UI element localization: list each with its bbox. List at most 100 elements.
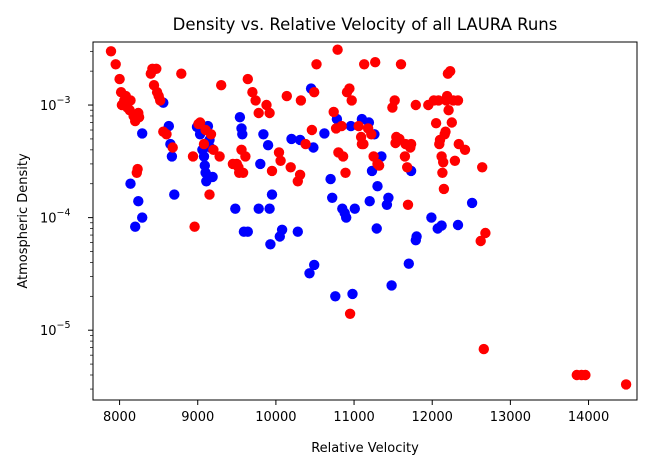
data-point: [386, 280, 397, 291]
data-point: [373, 160, 385, 171]
data-point: [189, 221, 200, 232]
y-axis-ticks: 10−5 10−4 10−3: [40, 50, 93, 390]
data-point: [285, 162, 296, 173]
data-point: [304, 268, 315, 279]
data-point: [325, 173, 336, 185]
data-point: [364, 196, 375, 207]
data-point: [452, 219, 464, 231]
data-point: [198, 138, 210, 150]
data-point: [258, 129, 269, 140]
data-point: [336, 120, 347, 132]
data-point: [300, 138, 311, 150]
data-point: [207, 171, 218, 183]
data-point: [266, 165, 278, 177]
data-point: [255, 158, 266, 170]
data-point: [214, 151, 225, 162]
data-point: [155, 95, 166, 106]
data-point: [242, 226, 253, 237]
data-point: [411, 231, 422, 242]
data-point: [344, 83, 355, 94]
data-point: [332, 44, 343, 55]
data-point: [345, 120, 357, 132]
data-point: [230, 203, 241, 214]
data-point: [240, 151, 251, 162]
data-point: [137, 212, 148, 223]
series-0: [125, 83, 478, 302]
data-point: [410, 99, 421, 111]
data-point: [452, 95, 464, 106]
data-point: [475, 235, 486, 247]
data-point: [166, 151, 178, 162]
data-point: [137, 128, 148, 139]
data-point: [264, 203, 275, 214]
data-point: [349, 203, 360, 214]
data-point: [306, 124, 318, 136]
data-point: [110, 59, 121, 70]
data-point: [276, 224, 288, 235]
data-point: [370, 57, 381, 68]
data-point: [176, 68, 187, 79]
data-point: [383, 192, 394, 203]
data-point: [440, 126, 451, 137]
data-point: [337, 151, 349, 162]
data-point: [459, 144, 471, 155]
data-point: [205, 129, 217, 140]
data-point: [151, 63, 162, 74]
series-1: [105, 44, 632, 390]
data-point: [438, 183, 450, 195]
data-point: [309, 259, 320, 271]
data-point: [620, 379, 632, 390]
x-axis-label: Relative Velocity: [311, 441, 419, 456]
data-point: [309, 87, 320, 98]
data-point: [130, 221, 141, 232]
data-point: [125, 178, 136, 189]
data-point: [327, 192, 338, 203]
y-tick-label: 10−5: [40, 320, 71, 339]
data-point: [446, 117, 457, 128]
data-point: [344, 308, 356, 319]
data-point: [311, 59, 322, 70]
data-point: [580, 369, 591, 381]
data-point: [273, 147, 285, 158]
data-point: [133, 112, 145, 123]
x-tick-label: 10000: [255, 410, 296, 425]
data-point: [366, 165, 378, 177]
data-point: [478, 343, 489, 355]
data-point: [105, 46, 117, 57]
data-point: [237, 167, 249, 178]
data-point: [294, 169, 306, 180]
data-point: [358, 138, 369, 150]
data-point: [253, 203, 264, 214]
data-point: [449, 155, 461, 166]
data-point: [247, 87, 258, 98]
data-point: [275, 155, 286, 166]
data-point: [114, 73, 125, 85]
data-point: [169, 189, 180, 200]
data-point: [187, 151, 199, 162]
data-point: [125, 95, 136, 106]
data-point: [430, 118, 442, 129]
data-point: [237, 129, 248, 140]
data-point: [208, 144, 219, 155]
data-point: [438, 157, 449, 168]
data-point: [286, 133, 297, 145]
data-point: [132, 163, 143, 175]
data-point: [216, 80, 227, 91]
data-point: [443, 105, 454, 116]
data-point: [266, 189, 278, 200]
data-point: [292, 226, 303, 237]
data-point: [426, 212, 437, 223]
data-point: [371, 223, 382, 234]
x-tick-label: 9000: [181, 410, 214, 425]
data-point: [250, 95, 261, 106]
data-point: [346, 95, 357, 106]
data-point: [403, 258, 414, 269]
data-point: [295, 95, 307, 106]
data-point: [399, 151, 411, 162]
y-tick-label: 10−4: [40, 208, 71, 227]
data-point: [328, 106, 339, 118]
x-tick-label: 11000: [333, 410, 374, 425]
data-point: [234, 112, 246, 123]
y-axis-label: Atmospheric Density: [16, 153, 31, 289]
